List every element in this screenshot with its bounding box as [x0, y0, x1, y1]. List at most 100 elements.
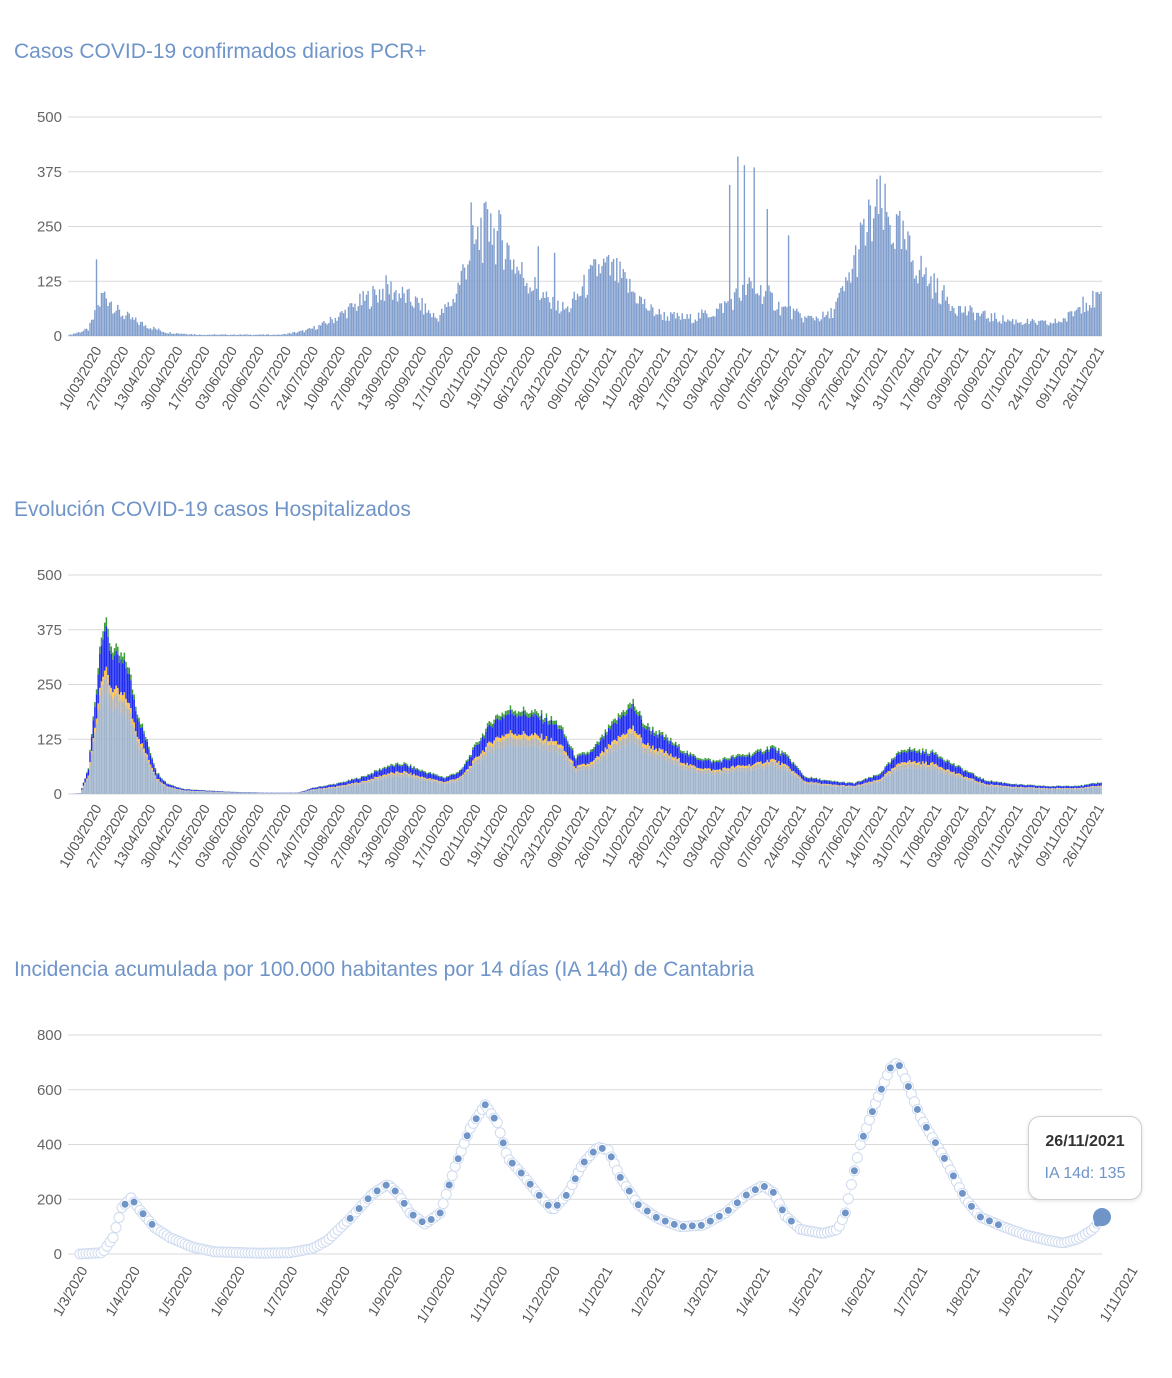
hosp-bar-grey — [130, 713, 132, 725]
pcr-bar — [634, 292, 636, 336]
ia14-point-filled — [516, 1168, 526, 1178]
hosp-bar-blue — [346, 781, 348, 785]
hosp-bar-green — [581, 752, 584, 755]
hosp-bar-grey — [108, 692, 111, 707]
hosp-bar-grey — [105, 675, 108, 692]
hosp-bar-orange — [714, 770, 716, 772]
hosp-bar-green — [696, 757, 698, 760]
hosp-bar-green — [571, 747, 574, 751]
pcr-bar — [794, 310, 796, 336]
pcr-bar — [216, 334, 219, 336]
hosp-bar-orange — [630, 729, 633, 734]
pcr-bar — [202, 335, 204, 336]
hosp-bar-green — [535, 711, 538, 716]
hosp-bar-base — [473, 765, 476, 794]
hosp-bar-blue — [764, 752, 767, 763]
hosp-bar-blue — [558, 728, 561, 745]
hosp-bar-base — [352, 785, 355, 794]
pcr-bar — [539, 299, 541, 336]
pcr-bar — [933, 273, 935, 336]
hosp-bar-base — [817, 785, 819, 794]
hosp-bar-orange — [445, 781, 448, 783]
hosp-bar-base — [1028, 788, 1030, 794]
pcr-bar — [244, 334, 247, 336]
hosp-bar-grey — [692, 767, 695, 771]
hosp-bar-green — [910, 749, 913, 752]
pcr-bar — [784, 306, 786, 336]
ia14-point-filled — [921, 1122, 931, 1132]
hosp-bar-grey — [953, 773, 955, 777]
hosp-bar-base — [282, 793, 284, 794]
hosp-bar-grey — [562, 749, 564, 756]
hosp-bar-green — [625, 709, 628, 715]
hosp-bar-base — [928, 770, 931, 794]
hosp-bar-base — [735, 771, 737, 794]
hosp-bar-grey — [128, 709, 131, 721]
hosp-bar-base — [246, 792, 248, 794]
pcr-bar — [526, 283, 528, 336]
pcr-bar — [779, 315, 782, 336]
hosp-bar-base — [920, 770, 922, 794]
hosp-bar-blue — [390, 765, 392, 773]
pcr-bar — [616, 258, 618, 336]
hosp-bar-blue — [233, 791, 235, 793]
hosp-bar-green — [674, 741, 677, 745]
pcr-bar — [480, 217, 482, 336]
hosp-bar-base — [79, 793, 81, 794]
hosp-bar-blue — [822, 780, 824, 784]
hosp-bar-base — [362, 783, 364, 794]
hosp-bar-orange — [532, 735, 535, 740]
ia14-point-filled — [741, 1190, 751, 1200]
hosp-bar-grey — [607, 747, 610, 754]
hosp-bar-grey — [678, 760, 680, 765]
hosp-bar-base — [427, 781, 430, 794]
pcr-bar — [832, 318, 834, 336]
hosp-bar-base — [161, 784, 163, 794]
hosp-bar-base — [495, 748, 497, 794]
pcr-bar — [1056, 323, 1058, 336]
hosp-bar-blue — [1052, 786, 1055, 789]
hosp-bar-grey — [648, 749, 651, 756]
hosp-bar-orange — [377, 777, 379, 779]
hosp-bar-base — [470, 771, 472, 794]
hosp-bar-grey — [143, 751, 145, 758]
hosp-bar-base — [182, 790, 184, 794]
hosp-bar-blue — [333, 784, 335, 787]
hosp-bar-orange — [976, 781, 978, 782]
hosp-bar-blue — [853, 783, 855, 787]
pcr-bar — [405, 302, 407, 336]
hosp-bar-grey — [589, 764, 592, 769]
hosp-bar-orange — [519, 735, 522, 740]
hosp-bar-base — [746, 771, 749, 794]
pcr-bar — [920, 255, 922, 336]
pcr-bar — [522, 278, 525, 336]
ia14-point-filled — [570, 1174, 580, 1184]
hosp-bar-orange — [90, 750, 93, 754]
hosp-bar-blue — [328, 785, 330, 788]
hosp-bar-base — [773, 765, 775, 794]
hosp-bar-grey — [925, 763, 927, 768]
hosp-bar-grey — [799, 777, 801, 781]
hosp-bar-green — [591, 749, 594, 752]
hosp-bar-orange — [836, 784, 839, 786]
hosp-bar-orange — [627, 729, 630, 734]
hosp-bar-blue — [516, 717, 518, 736]
hosp-bar-grey — [887, 772, 890, 776]
hosp-bar-green — [370, 772, 373, 774]
hosp-bar-green — [573, 755, 576, 758]
hosp-bar-blue — [532, 716, 535, 736]
hosp-bar-blue — [544, 721, 546, 740]
hosp-bar-grey — [177, 789, 180, 791]
hosp-bar-base — [259, 793, 261, 794]
hosp-bar-base — [293, 793, 296, 794]
hosp-bar-base — [612, 750, 615, 794]
hosp-bar-orange — [133, 722, 135, 728]
hosp-bar-base — [310, 790, 312, 794]
hosp-bar-blue — [1090, 783, 1093, 787]
hosp-bar-green — [951, 763, 953, 766]
hosp-bar-base — [372, 781, 374, 794]
hosp-bar-base — [727, 773, 729, 794]
hosp-bar-grey — [1016, 787, 1019, 789]
pcr-bar — [130, 319, 132, 336]
ia14-xtick-label: 1/7/2020 — [259, 1263, 300, 1318]
